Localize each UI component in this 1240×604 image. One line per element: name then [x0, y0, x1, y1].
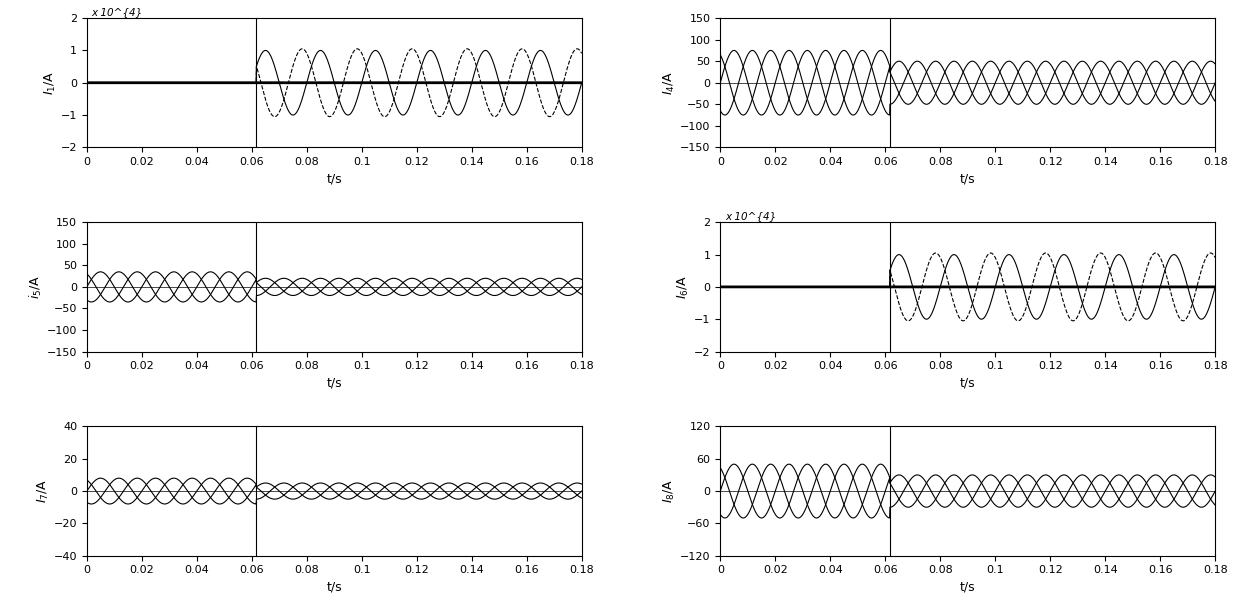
X-axis label: t/s: t/s — [960, 377, 976, 390]
X-axis label: t/s: t/s — [326, 377, 342, 390]
X-axis label: t/s: t/s — [960, 581, 976, 594]
Y-axis label: $I_6$/A: $I_6$/A — [676, 275, 691, 299]
X-axis label: t/s: t/s — [326, 581, 342, 594]
Y-axis label: $I_7$/A: $I_7$/A — [36, 479, 51, 503]
Y-axis label: $I_4$/A: $I_4$/A — [662, 71, 677, 95]
Text: x 10^{4}: x 10^{4} — [725, 211, 776, 221]
Text: x 10^{4}: x 10^{4} — [92, 7, 143, 17]
X-axis label: t/s: t/s — [960, 173, 976, 185]
X-axis label: t/s: t/s — [326, 173, 342, 185]
Y-axis label: $i_5$/A: $i_5$/A — [27, 275, 43, 299]
Y-axis label: $I_1$/A: $I_1$/A — [42, 71, 58, 95]
Y-axis label: $I_8$/A: $I_8$/A — [662, 479, 677, 503]
